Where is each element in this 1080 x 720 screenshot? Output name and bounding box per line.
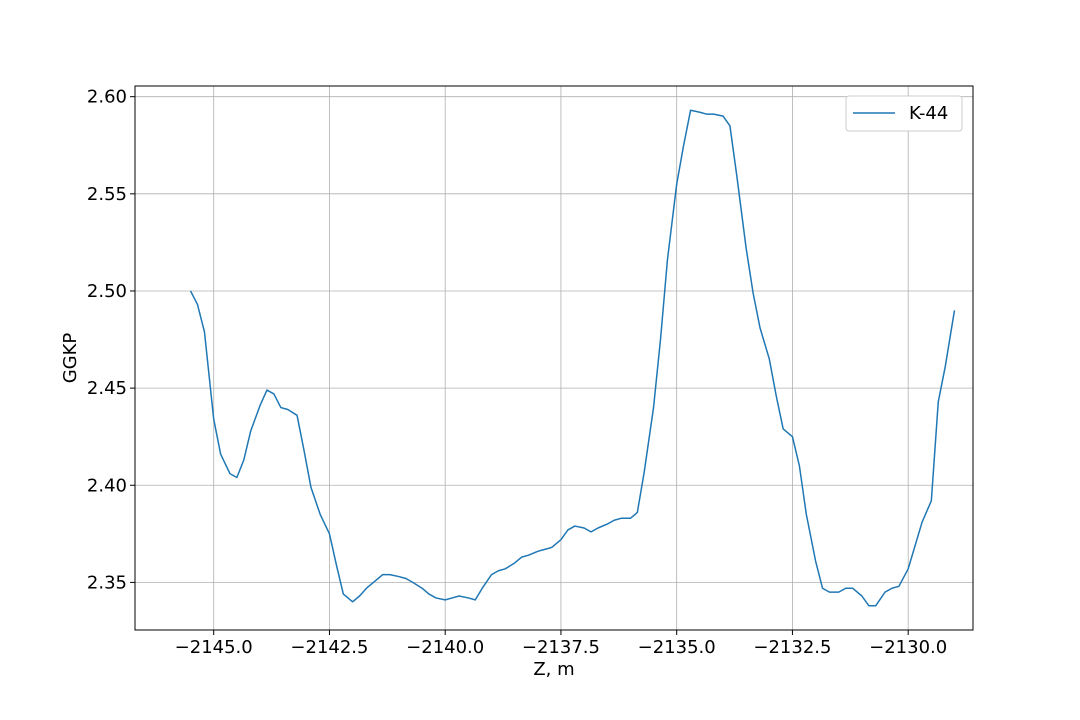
y-tick-label: 2.40 [87, 475, 127, 496]
x-axis: −2145.0 −2142.5 −2140.0 −2137.5 −2135.0 −2132… [175, 630, 947, 658]
plot-frame [134, 85, 974, 631]
x-tick-label: −2132.5 [753, 637, 831, 658]
x-tick-label: −2140.0 [406, 637, 484, 658]
legend-box [845, 95, 963, 132]
x-tick-label: −2145.0 [175, 637, 253, 658]
grid [135, 86, 973, 630]
y-tick-label: 2.50 [87, 281, 127, 302]
x-tick-label: −2130.0 [869, 637, 947, 658]
legend-label: K-44 [909, 103, 948, 124]
y-tick-label: 2.55 [87, 184, 127, 205]
series-line-k-44 [189, 109, 956, 607]
x-tick-label: −2142.5 [290, 637, 368, 658]
x-tick-label: −2137.5 [522, 637, 600, 658]
y-tick-label: 2.35 [87, 572, 127, 593]
y-tick-label: 2.60 [87, 87, 127, 108]
legend: K-44 [845, 95, 963, 132]
y-axis: 2.35 2.40 2.45 2.50 2.55 2.60 [87, 87, 135, 593]
plot-area [135, 86, 973, 630]
x-axis-title: Z, m [533, 659, 574, 680]
y-tick-label: 2.45 [87, 378, 127, 399]
x-tick-label: −2135.0 [638, 637, 716, 658]
y-axis-title: GGKP [60, 333, 81, 384]
